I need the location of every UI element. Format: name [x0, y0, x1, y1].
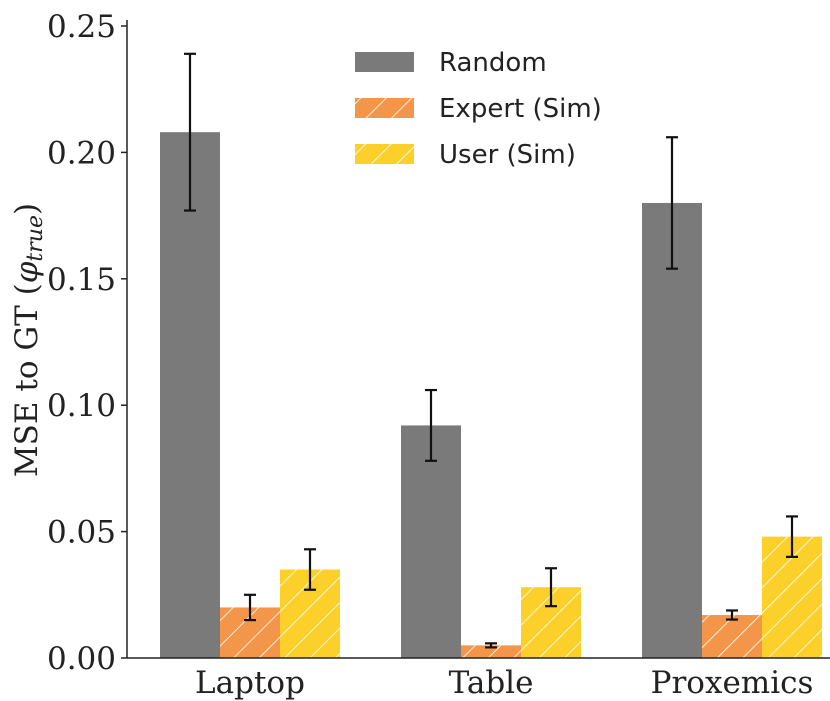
y-tick-label: 0.15	[47, 262, 116, 298]
bar-table-random	[401, 425, 461, 658]
x-tick-label-laptop: Laptop	[195, 665, 305, 701]
legend-swatch-random	[355, 52, 414, 72]
y-tick-label: 0.20	[47, 135, 116, 171]
legend-swatch-hatch-expert-sim	[355, 98, 414, 118]
legend-label-user-sim: User (Sim)	[439, 140, 576, 170]
y-tick-label: 0.25	[47, 9, 116, 45]
y-tick-label: 0.00	[47, 641, 116, 677]
error-bar-laptop-expert-sim	[244, 593, 256, 622]
y-axis-title: MSE to GT (φtrue)	[9, 203, 48, 477]
x-tick-label-table: Table	[449, 665, 534, 701]
legend-swatch-hatch-user-sim	[355, 144, 414, 164]
error-bar-laptop-random	[184, 52, 196, 212]
error-bar-proxemics-user-sim	[786, 515, 798, 558]
bar-hatch-proxemics-expert-sim	[702, 615, 762, 658]
error-bar-proxemics-expert-sim	[726, 609, 738, 621]
x-tick-label-proxemics: Proxemics	[651, 665, 814, 701]
error-bar-laptop-user-sim	[304, 548, 316, 591]
bar-laptop-random	[160, 132, 220, 658]
bar-proxemics-random	[642, 202, 702, 658]
legend: Random Expert (Sim) User (Sim)	[355, 48, 602, 170]
error-bar-table-user-sim	[545, 567, 557, 608]
legend-label-expert-sim: Expert (Sim)	[439, 94, 602, 124]
error-bar-table-random	[425, 388, 437, 462]
bar-hatch-table-expert-sim	[461, 645, 521, 658]
y-tick-label: 0.10	[47, 388, 116, 424]
error-bar-table-expert-sim	[485, 642, 497, 649]
error-bar-proxemics-random	[666, 136, 678, 270]
y-tick-label: 0.05	[47, 515, 116, 551]
legend-label-random: Random	[439, 48, 547, 78]
